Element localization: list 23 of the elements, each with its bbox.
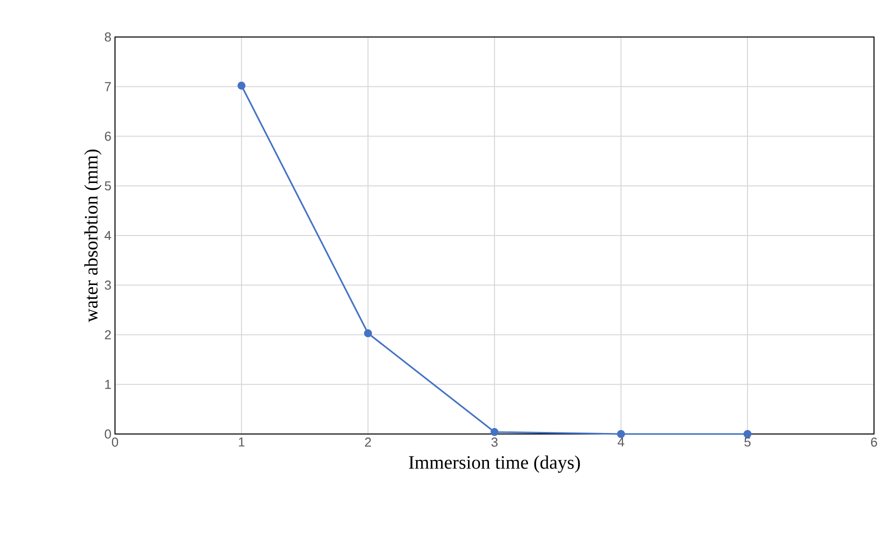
y-tick-label: 6 [104,132,111,141]
y-axis-title: water absorbtion (mm) [84,150,102,322]
point [617,430,625,438]
y-tick-label: 3 [104,280,111,290]
y-tick-label: 8 [104,32,111,42]
point [490,428,498,436]
point [238,82,246,90]
point [744,430,752,438]
x-tick-label: 1 [238,438,244,446]
y-tick-label: 0 [104,429,111,439]
point [364,329,372,338]
x-tick-label: 6 [871,438,878,447]
x-axis-title: Immersion time (days) [408,456,580,473]
y-tick-label: 4 [104,231,112,240]
x-tick-label: 5 [744,438,751,447]
x-tick-label: 4 [618,438,624,446]
y-tick-label: 1 [105,380,111,389]
y-tick-label: 2 [104,330,111,340]
x-tick-label: 2 [365,438,371,447]
x-tick-label: 0 [112,438,118,447]
y-tick-label: 5 [104,181,111,190]
y-tick-label: 7 [104,82,111,92]
x-tick-label: 3 [491,438,498,447]
